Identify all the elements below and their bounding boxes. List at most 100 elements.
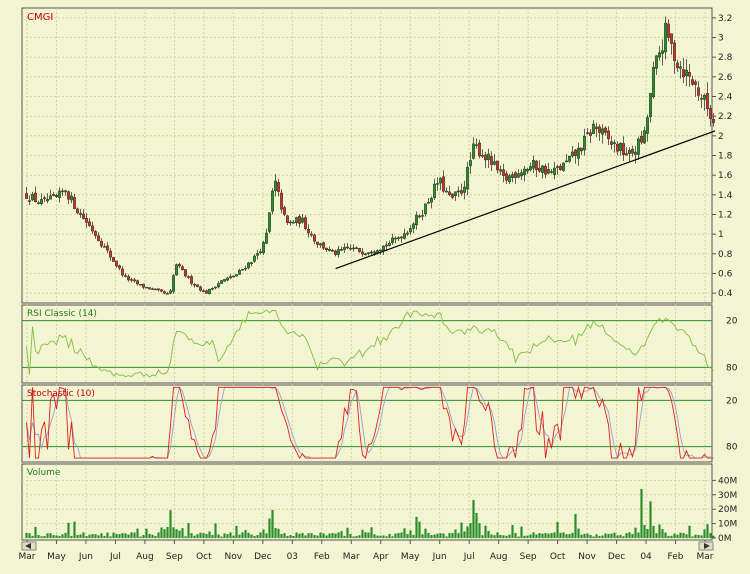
candle-body (412, 223, 415, 229)
price-panel-title: CMGI (27, 12, 53, 23)
candle-body (658, 52, 661, 58)
candle-body (301, 217, 304, 223)
candle-body (310, 233, 313, 236)
candle-body (193, 284, 196, 286)
candle-body (133, 279, 136, 282)
stoch-panel-frame (21, 384, 713, 463)
price-tick-label: 1.2 (718, 211, 732, 221)
candle-body (625, 153, 628, 156)
candle-body (103, 246, 106, 248)
volume-bar (76, 534, 79, 538)
volume-bar (250, 534, 253, 538)
arrow-left-icon (25, 543, 31, 549)
candle-body (70, 195, 73, 201)
candle-body (163, 291, 166, 294)
volume-bar (286, 535, 289, 538)
candle-body (130, 279, 133, 281)
volume-bar (478, 523, 481, 538)
volume-bar (274, 528, 277, 538)
candle-body (142, 283, 145, 288)
candle-body (640, 135, 643, 143)
volume-bar (541, 533, 544, 538)
volume-bar (493, 535, 496, 538)
candle-body (388, 243, 391, 246)
volume-bar (331, 533, 334, 538)
price-tick-label: 0.6 (718, 270, 733, 280)
volume-bar (130, 532, 133, 538)
candle-body (535, 160, 538, 171)
volume-bar (154, 536, 157, 538)
volume-bar (667, 535, 670, 538)
x-tick-label: Aug (136, 552, 154, 562)
scroll-right-button[interactable] (698, 541, 714, 551)
candle-body (445, 190, 448, 193)
rsi-tick-label: 20 (726, 317, 738, 327)
x-tick-label: Dec (254, 552, 271, 562)
volume-bar (376, 535, 379, 538)
x-tick-label: May (47, 552, 66, 562)
candle-body (391, 237, 394, 243)
candle-body (124, 275, 127, 277)
volume-bar (622, 536, 625, 538)
volume-bar (334, 533, 337, 538)
candle-body (283, 207, 286, 215)
volume-bar (280, 533, 283, 538)
volume-bar (214, 523, 217, 538)
volume-bar (574, 514, 577, 538)
volume-bar (439, 533, 442, 538)
candle-body (616, 143, 619, 152)
candle-body (454, 191, 457, 196)
candle-body (208, 288, 211, 295)
price-tick-label: 1 (718, 230, 724, 240)
volume-bar (163, 529, 166, 538)
volume-bar (685, 534, 688, 538)
candle-body (340, 249, 343, 251)
volume-bar (97, 535, 100, 538)
volume-bar (325, 535, 328, 538)
candle-body (61, 190, 64, 193)
volume-bar (226, 534, 229, 538)
volume-bar (340, 531, 343, 538)
candle-body (73, 197, 76, 209)
volume-bar (106, 532, 109, 538)
candle-body (271, 190, 274, 212)
candle-body (205, 290, 208, 294)
volume-bar (46, 533, 49, 538)
price-tick-label: 1.4 (718, 191, 733, 201)
volume-bar (505, 535, 508, 538)
volume-bar (172, 527, 175, 538)
candle-body (442, 176, 445, 192)
x-tick-label: Aug (490, 552, 508, 562)
volume-bar (205, 534, 208, 538)
candle-body (244, 267, 247, 270)
volume-bar (646, 529, 649, 538)
volume-bar (547, 533, 550, 538)
candle-body (667, 23, 670, 38)
volume-bar (112, 532, 115, 538)
volume-bar (160, 527, 163, 538)
stoch-tick-label: 20 (726, 396, 738, 406)
candle-body (286, 215, 289, 223)
candle-body (559, 165, 562, 170)
candle-body (430, 198, 433, 203)
candle-body (373, 251, 376, 254)
volume-bar (139, 536, 142, 538)
volume-bar (352, 536, 355, 538)
volume-bar (703, 529, 706, 538)
candle-body (259, 251, 262, 254)
volume-bar (532, 532, 535, 538)
rsi-line (26, 309, 714, 378)
candle-body (634, 151, 637, 155)
price-tick-label: 2.2 (718, 112, 732, 122)
candle-body (685, 69, 688, 77)
candle-body (199, 286, 202, 291)
scroll-left-button[interactable] (21, 541, 37, 551)
volume-tick-label: 10M (718, 520, 737, 530)
volume-bar (709, 533, 712, 538)
candle-body (661, 50, 664, 54)
candle-body (700, 98, 703, 100)
volume-panel-title: Volume (27, 468, 61, 478)
candle-body (136, 280, 139, 285)
volume-bar (256, 535, 259, 538)
volume-bar (379, 535, 382, 538)
